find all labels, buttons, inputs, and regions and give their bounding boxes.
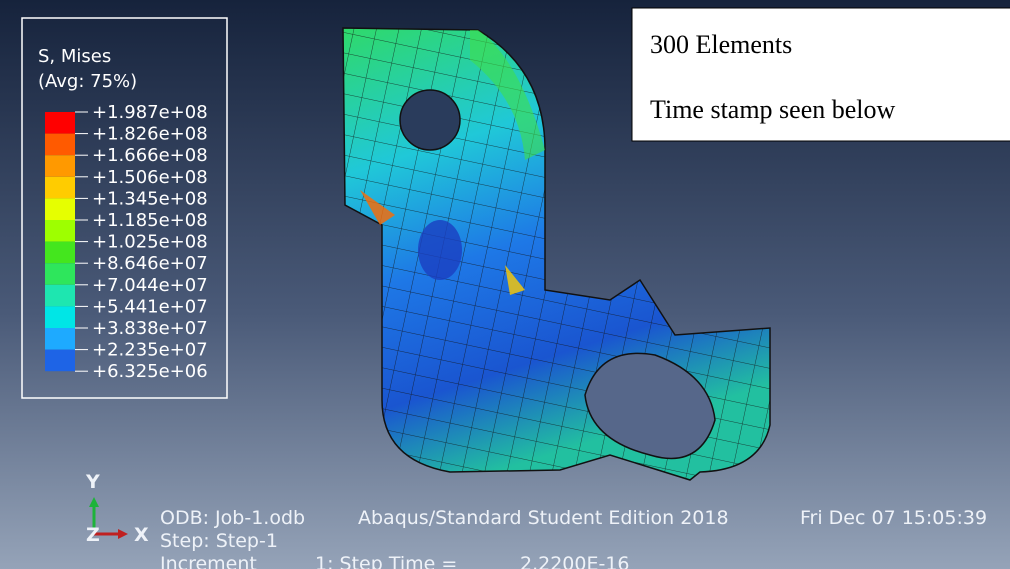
step-time: 2.2200E-16 (520, 553, 630, 569)
legend-label: +1.025e+08 (92, 232, 208, 253)
legend-label: +8.646e+07 (92, 253, 208, 274)
timestamp: Fri Dec 07 15:05:39 (800, 507, 987, 529)
legend-swatch (45, 198, 75, 220)
legend-swatch (45, 155, 75, 177)
legend-label: +1.506e+08 (92, 167, 208, 188)
edition: Abaqus/Standard Student Edition 2018 (358, 507, 729, 529)
step: Step: Step-1 (160, 530, 278, 552)
legend-label: +1.826e+08 (92, 124, 208, 145)
legend-swatch (45, 328, 75, 350)
hole (400, 90, 460, 150)
legend-label: +5.441e+07 (92, 296, 208, 317)
legend-label: +1.666e+08 (92, 145, 208, 166)
legend-label: +7.044e+07 (92, 275, 208, 296)
triad-label: Z (86, 524, 100, 546)
legend-swatch (45, 242, 75, 264)
legend-title: S, Mises (38, 46, 111, 67)
odb-name: ODB: Job-1.odb (160, 507, 305, 529)
note-line: 300 Elements (650, 30, 792, 59)
step-time-label: 1: Step Time = (315, 553, 457, 569)
stress-region (418, 220, 462, 280)
legend-swatch (45, 285, 75, 307)
increment: Increment (160, 553, 257, 569)
legend-label: +2.235e+07 (92, 340, 208, 361)
legend-swatch (45, 306, 75, 328)
legend-subtitle: (Avg: 75%) (38, 71, 137, 92)
legend-swatch (45, 350, 75, 372)
triad-label: X (134, 524, 149, 546)
note-line: Time stamp seen below (650, 95, 896, 124)
legend-label: +6.325e+06 (92, 361, 208, 382)
legend-swatch (45, 220, 75, 242)
viewport: S, Mises (Avg: 75%) +1.987e+08+1.826e+08… (0, 0, 1010, 569)
legend-swatch (45, 263, 75, 285)
legend-swatch (45, 134, 75, 156)
legend-swatch (45, 177, 75, 199)
legend-label: +1.987e+08 (92, 102, 208, 123)
page: S, Mises (Avg: 75%) +1.987e+08+1.826e+08… (0, 0, 1010, 569)
legend-label: +1.185e+08 (92, 210, 208, 231)
legend-label: +1.345e+08 (92, 188, 208, 209)
triad-label: Y (85, 471, 100, 493)
legend-swatch (45, 112, 75, 134)
legend-label: +3.838e+07 (92, 318, 208, 339)
